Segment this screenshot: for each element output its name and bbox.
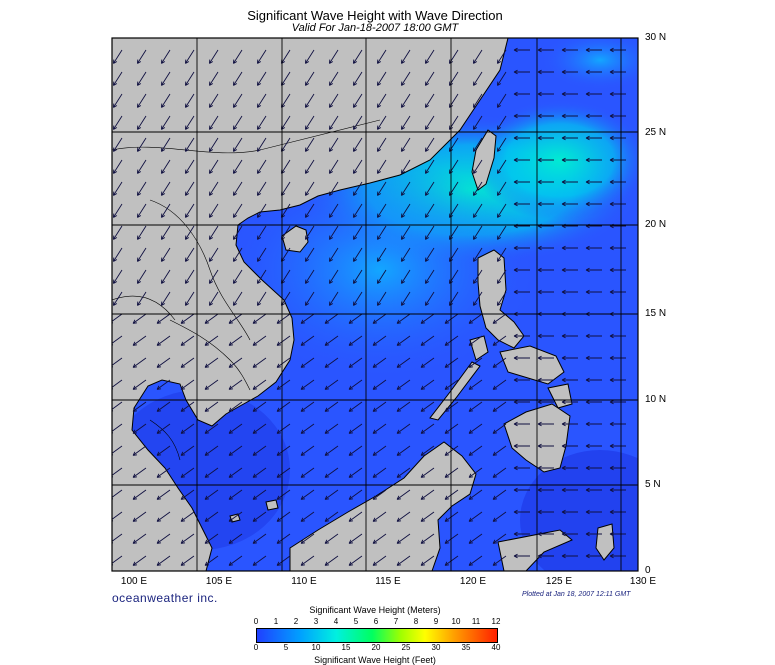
map-canvas bbox=[112, 38, 638, 571]
colorbar-tick: 11 bbox=[471, 617, 481, 626]
lat-label-0: 0 bbox=[645, 565, 651, 576]
lat-label-15n: 15 N bbox=[645, 308, 667, 319]
colorbar-tick: 10 bbox=[311, 643, 321, 652]
colorbar-tick: 6 bbox=[373, 617, 379, 626]
lat-label-20n: 20 N bbox=[645, 219, 667, 230]
taiwan-island bbox=[471, 129, 497, 191]
lon-label-125e: 125 E bbox=[545, 576, 573, 587]
borneo-island bbox=[289, 441, 477, 571]
lat-label-10n: 10 N bbox=[645, 394, 667, 405]
colorbar-meters-title: Significant Wave Height (Meters) bbox=[309, 605, 441, 615]
colorbar-tick: 10 bbox=[451, 617, 461, 626]
lat-label-30n: 30 N bbox=[645, 32, 667, 43]
colorbar-tick: 15 bbox=[341, 643, 351, 652]
lon-label-120e: 120 E bbox=[459, 576, 487, 587]
colorbar-tick: 7 bbox=[393, 617, 399, 626]
map-subtitle: Valid For Jan-18-2007 18:00 GMT bbox=[291, 22, 459, 34]
plotted-timestamp: Plotted at Jan 18, 2007 12:11 GMT bbox=[522, 591, 631, 598]
lon-label-130e: 130 E bbox=[629, 576, 657, 587]
lon-label-100e: 100 E bbox=[120, 576, 148, 587]
colorbar-tick: 9 bbox=[433, 617, 439, 626]
lat-label-25n: 25 N bbox=[645, 127, 667, 138]
oceanweather-logo: oceanweather inc. bbox=[112, 591, 218, 605]
colorbar-tick: 3 bbox=[313, 617, 319, 626]
colorbar-feet-title: Significant Wave Height (Feet) bbox=[314, 655, 436, 665]
lon-label-110e: 110 E bbox=[291, 576, 317, 587]
colorbar-tick: 40 bbox=[491, 643, 501, 652]
colorbar-tick: 35 bbox=[461, 643, 471, 652]
lat-lon-grid bbox=[112, 38, 638, 571]
halmahera-island bbox=[595, 523, 615, 561]
high-wave-region-east bbox=[470, 100, 638, 220]
visayas-islands bbox=[499, 345, 565, 385]
wave-direction-arrows bbox=[112, 47, 626, 566]
colorbar-tick: 1 bbox=[273, 617, 279, 626]
colorbar-tick: 12 bbox=[491, 617, 501, 626]
colorbar-tick: 5 bbox=[283, 643, 289, 652]
colorbar-tick: 2 bbox=[293, 617, 299, 626]
wave-height-colorbar bbox=[256, 628, 498, 643]
lon-label-105e: 105 E bbox=[205, 576, 233, 587]
colorbar-tick: 8 bbox=[413, 617, 419, 626]
sulawesi-island bbox=[497, 529, 573, 571]
map-title: Significant Wave Height with Wave Direct… bbox=[247, 8, 503, 23]
colorbar-tick: 0 bbox=[253, 643, 259, 652]
moderate-wave-region bbox=[220, 160, 540, 380]
map-frame bbox=[111, 37, 639, 572]
colorbar-tick: 4 bbox=[333, 617, 339, 626]
palawan-island bbox=[429, 361, 481, 421]
hainan-island bbox=[281, 225, 309, 253]
lon-label-115e: 115 E bbox=[375, 576, 401, 587]
colorbar-tick: 20 bbox=[371, 643, 381, 652]
colorbar-tick: 0 bbox=[253, 617, 259, 626]
wave-region-northeast bbox=[540, 38, 638, 90]
colorbar-tick: 5 bbox=[353, 617, 359, 626]
colorbar-tick: 25 bbox=[401, 643, 411, 652]
lat-label-5n: 5 N bbox=[645, 479, 661, 490]
country-borders bbox=[112, 119, 381, 461]
colorbar-tick: 30 bbox=[431, 643, 441, 652]
